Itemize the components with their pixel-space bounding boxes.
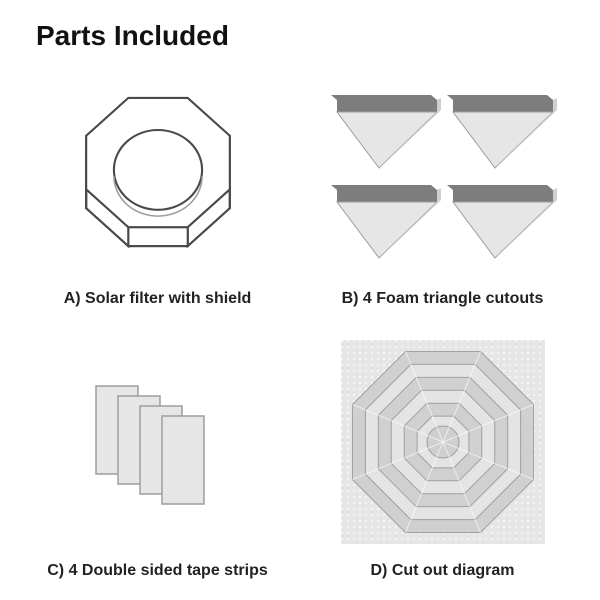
tape-strips-icon: [58, 342, 258, 542]
panel-b-art: [315, 64, 570, 280]
cutout-diagram-icon: [333, 332, 553, 552]
panel-d: D) Cut out diagram: [315, 332, 570, 584]
panel-b-caption: B) 4 Foam triangle cutouts: [342, 286, 544, 312]
panel-a: A) Solar filter with shield: [30, 64, 285, 312]
page-title: Parts Included: [36, 20, 570, 52]
solar-filter-icon: [53, 67, 263, 277]
page-root: Parts Included A) Solar filter with shie…: [0, 0, 600, 600]
panel-c-art: [30, 332, 285, 552]
panel-d-art: [315, 332, 570, 552]
panel-d-caption: D) Cut out diagram: [371, 558, 515, 584]
parts-grid: A) Solar filter with shield B) 4 Foam tr…: [30, 64, 570, 584]
panel-c: C) 4 Double sided tape strips: [30, 332, 285, 584]
panel-a-art: [30, 64, 285, 280]
panel-c-caption: C) 4 Double sided tape strips: [47, 558, 267, 584]
foam-wedges-icon: [323, 72, 563, 272]
panel-a-caption: A) Solar filter with shield: [64, 286, 252, 312]
panel-b: B) 4 Foam triangle cutouts: [315, 64, 570, 312]
